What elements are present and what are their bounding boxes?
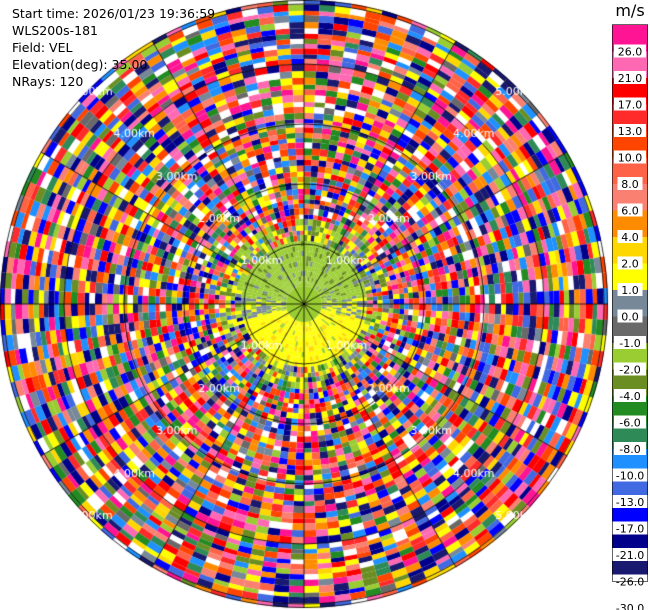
colorbar-tick-bg [614, 362, 646, 376]
colorbar-tick-bg [617, 203, 643, 217]
colorbar-tick-bg [614, 97, 646, 111]
field-label: Field: VEL [12, 40, 73, 55]
colorbar-tick-label: 1.0 [621, 284, 639, 297]
colorbar-tick-bg [614, 389, 646, 402]
station-label: WLS200s-181 [12, 23, 98, 38]
colorbar-tick-label: -6.0 [619, 417, 640, 430]
start-time-label: Start time: 2026/01/23 19:36:59 [12, 6, 216, 21]
colorbar-tick-label: 26.0 [618, 46, 643, 59]
colorbar-tick-bg [614, 44, 646, 58]
colorbar-tick-label: 21.0 [618, 72, 643, 85]
colorbar-tick-bg [612, 521, 650, 535]
colorbar-border [612, 24, 648, 582]
colorbar-tick-bg [614, 442, 646, 455]
colorbar-tick-label: -13.0 [616, 496, 644, 509]
colorbar-tick-bg [614, 124, 646, 137]
colorbar-tick-label: 2.0 [621, 258, 639, 271]
colorbar-tick-bg [617, 256, 643, 270]
colorbar-unit: m/s [615, 1, 645, 20]
colorbar-tick-bg [614, 71, 646, 84]
colorbar-tick-bg [614, 415, 646, 429]
colorbar-tick-bg [617, 309, 643, 323]
colorbar-tick-label: 10.0 [618, 152, 643, 165]
colorbar-tick-label: -8.0 [619, 443, 640, 456]
colorbar-tick-label: 4.0 [621, 231, 639, 244]
colorbar-tick-bg [612, 601, 650, 610]
colorbar-tick-bg [612, 468, 650, 482]
colorbar-tick-label: 0.0 [621, 311, 639, 324]
colorbar-tick-bg [612, 495, 650, 508]
colorbar-tick-label: -26.0 [616, 576, 644, 589]
colorbar-tick-label: 17.0 [618, 99, 643, 112]
colorbar-tick-label: -2.0 [619, 364, 640, 377]
colorbar-tick-label: 13.0 [618, 125, 643, 138]
colorbar: 26.0 21.0 17.0 13.0 10.0 8.0 6.0 4.0 2.0 1.0 0.0 -1… [612, 24, 650, 610]
colorbar-tick-label: -4.0 [619, 390, 640, 403]
colorbar-tick-label: -1.0 [619, 337, 640, 350]
colorbar-tick-bg [612, 548, 650, 561]
elevation-label: Elevation(deg): 35.00 [12, 57, 148, 72]
colorbar-tick-bg [617, 230, 643, 243]
colorbar-tick-bg [614, 336, 646, 349]
colorbar-tick-bg [612, 574, 650, 588]
colorbar-tick-bg [617, 283, 643, 296]
colorbar-tick-bg [614, 150, 646, 164]
colorbar-tick-label: 8.0 [621, 178, 639, 191]
colorbar-tick-label: -21.0 [616, 549, 644, 562]
colorbar-tick-label: -30.0 [616, 602, 644, 610]
nrays-label: NRays: 120 [12, 74, 84, 89]
colorbar-tick-label: -10.0 [616, 470, 644, 483]
colorbar-tick-label: -17.0 [616, 523, 644, 536]
colorbar-tick-label: 6.0 [621, 205, 639, 218]
colorbar-tick-bg [617, 177, 643, 190]
